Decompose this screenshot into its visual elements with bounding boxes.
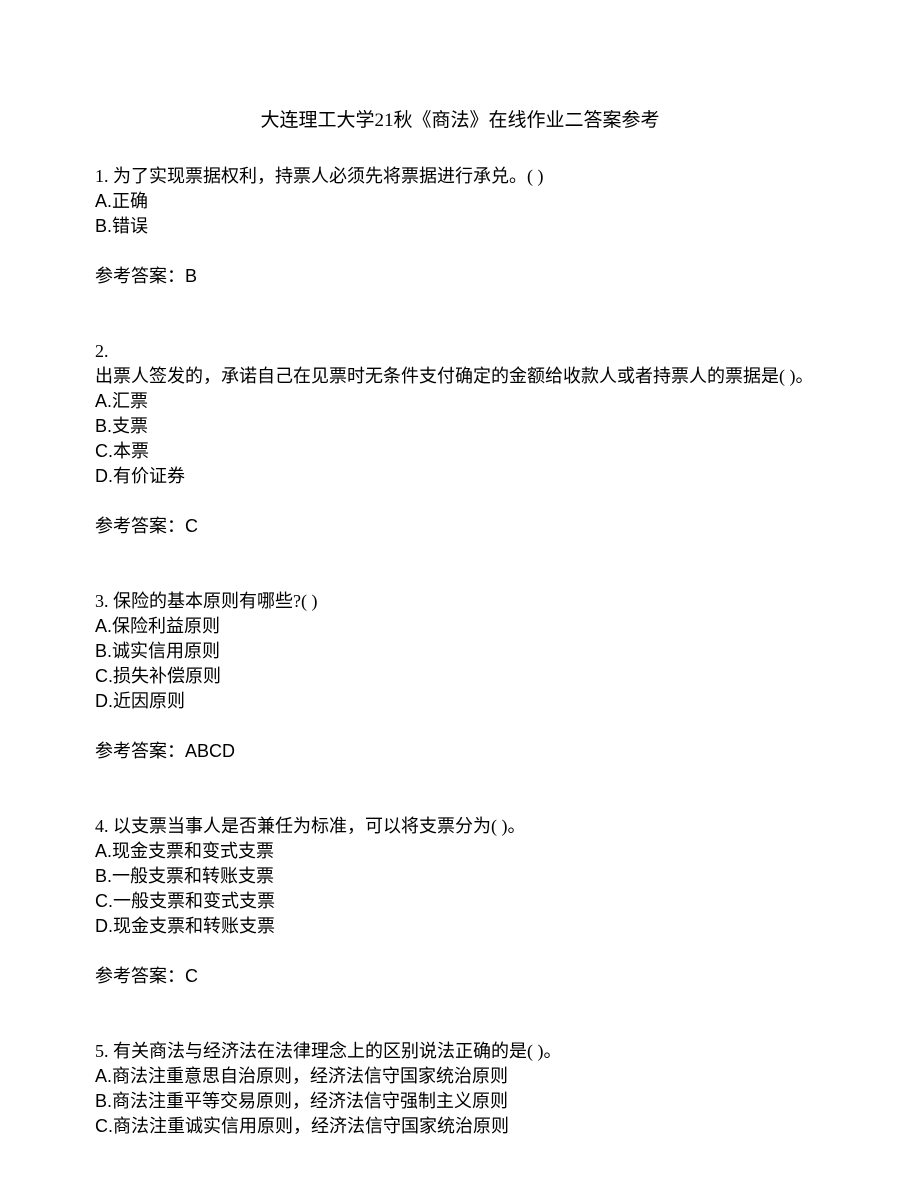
question-text: 5. 有关商法与经济法在法律理念上的区别说法正确的是( )。	[95, 1039, 825, 1064]
option-a: A.保险利益原则	[95, 614, 825, 639]
option-d: D.现金支票和转账支票	[95, 914, 825, 939]
option-a: A.汇票	[95, 389, 825, 414]
option-d: D.近因原则	[95, 689, 825, 714]
question-text: 4. 以支票当事人是否兼任为标准，可以将支票分为( )。	[95, 814, 825, 839]
answer: 参考答案：B	[95, 264, 825, 289]
question-2: 2. 出票人签发的，承诺自己在见票时无条件支付确定的金额给收款人或者持票人的票据…	[95, 339, 825, 539]
option-c: C.一般支票和变式支票	[95, 889, 825, 914]
answer: 参考答案：C	[95, 964, 825, 989]
option-c: C.损失补偿原则	[95, 664, 825, 689]
question-4: 4. 以支票当事人是否兼任为标准，可以将支票分为( )。 A.现金支票和变式支票…	[95, 814, 825, 989]
option-b: B.错误	[95, 214, 825, 239]
option-a: A.正确	[95, 189, 825, 214]
question-text: 3. 保险的基本原则有哪些?( )	[95, 589, 825, 614]
question-3: 3. 保险的基本原则有哪些?( ) A.保险利益原则 B.诚实信用原则 C.损失…	[95, 589, 825, 764]
option-c: C.本票	[95, 439, 825, 464]
option-b: B.一般支票和转账支票	[95, 864, 825, 889]
option-d: D.有价证券	[95, 464, 825, 489]
question-text: 出票人签发的，承诺自己在见票时无条件支付确定的金额给收款人或者持票人的票据是( …	[95, 364, 825, 389]
document-title: 大连理工大学21秋《商法》在线作业二答案参考	[95, 105, 825, 132]
option-b: B.支票	[95, 414, 825, 439]
option-b: B.商法注重平等交易原则，经济法信守强制主义原则	[95, 1089, 825, 1114]
question-number: 2.	[95, 339, 825, 364]
option-a: A.商法注重意思自治原则，经济法信守国家统治原则	[95, 1064, 825, 1089]
option-b: B.诚实信用原则	[95, 639, 825, 664]
answer: 参考答案：C	[95, 514, 825, 539]
option-c: C.商法注重诚实信用原则，经济法信守国家统治原则	[95, 1114, 825, 1139]
question-text: 1. 为了实现票据权利，持票人必须先将票据进行承兑。( )	[95, 164, 825, 189]
option-a: A.现金支票和变式支票	[95, 839, 825, 864]
question-5: 5. 有关商法与经济法在法律理念上的区别说法正确的是( )。 A.商法注重意思自…	[95, 1039, 825, 1139]
answer: 参考答案：ABCD	[95, 739, 825, 764]
question-1: 1. 为了实现票据权利，持票人必须先将票据进行承兑。( ) A.正确 B.错误 …	[95, 164, 825, 289]
